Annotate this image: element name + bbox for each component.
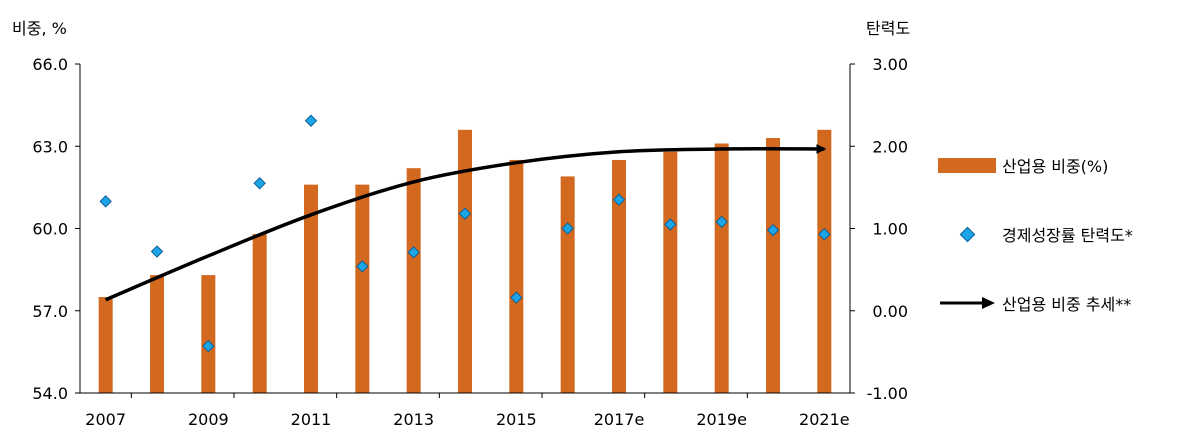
bar-2015: [509, 159, 524, 393]
bar-2007: [98, 297, 113, 393]
bar-2012: [355, 184, 370, 393]
point-2014: [458, 207, 472, 220]
left-tick-label: 63.0: [32, 137, 68, 156]
x-tick-label: 2007: [85, 410, 126, 429]
left-tick-label: 60.0: [32, 220, 68, 239]
point-2008: [150, 245, 164, 258]
x-tick-label: 2021e: [799, 410, 850, 429]
right-tick-label: 0.00: [872, 302, 908, 321]
point-2012: [356, 260, 369, 273]
trend-arrow: [104, 143, 827, 302]
point-2013: [407, 246, 420, 259]
legend: 산업용 비중(%) 경제성장률 탄력도* 산업용 비중 추세**: [938, 150, 1198, 318]
bar-2014: [458, 129, 472, 394]
bar-2020: [766, 138, 780, 393]
legend-bar-swatch: [938, 150, 996, 180]
point-2016: [561, 222, 574, 235]
legend-item-scatter: 경제성장률 탄력도*: [938, 219, 1198, 249]
legend-bar-label: 산업용 비중(%): [1002, 157, 1109, 176]
bar-2021e: [817, 129, 832, 394]
bar-2009: [201, 275, 216, 393]
legend-trend-label: 산업용 비중 추세**: [1002, 295, 1132, 314]
point-2015: [510, 291, 523, 304]
bar-2013: [406, 168, 421, 393]
bar-2017e: [612, 159, 626, 393]
legend-item-trend: 산업용 비중 추세**: [938, 288, 1198, 318]
legend-scatter-label: 경제성장률 탄력도*: [1002, 226, 1133, 245]
right-tick-label: -1.00: [867, 384, 908, 403]
point-2020: [766, 223, 780, 237]
x-tick-label: 2011: [291, 410, 332, 429]
point-2007: [99, 195, 112, 208]
right-tick-label: 3.00: [872, 55, 908, 74]
bar-2010: [252, 233, 267, 393]
x-tick-label: 2017e: [594, 410, 645, 429]
right-tick-label: 1.00: [872, 220, 908, 239]
left-tick-label: 57.0: [32, 302, 68, 321]
point-2017e: [612, 193, 626, 206]
bar-2008: [150, 275, 164, 393]
bar-2018: [663, 151, 678, 393]
legend-diamond-swatch: [938, 219, 996, 249]
x-tick-label: 2009: [188, 410, 229, 429]
x-tick-label: 2015: [496, 410, 537, 429]
bar-2019e: [714, 143, 729, 393]
right-axis-label: 탄력도: [866, 19, 910, 38]
left-tick-label: 66.0: [32, 55, 68, 74]
legend-arrow-swatch: [938, 288, 996, 318]
point-2018: [664, 218, 677, 231]
point-2009: [202, 339, 215, 353]
point-2010: [253, 177, 266, 190]
left-axis-label: 비중, %: [12, 19, 67, 38]
point-2021e: [818, 228, 831, 241]
bar-2016: [560, 176, 575, 393]
legend-item-bar: 산업용 비중(%): [938, 150, 1198, 180]
right-tick-label: 2.00: [872, 137, 908, 156]
point-2011: [304, 114, 318, 127]
x-tick-label: 2013: [393, 410, 434, 429]
bar-2011: [304, 184, 318, 393]
left-tick-label: 54.0: [32, 384, 68, 403]
point-2019e: [715, 215, 728, 229]
x-tick-label: 2019e: [696, 410, 747, 429]
